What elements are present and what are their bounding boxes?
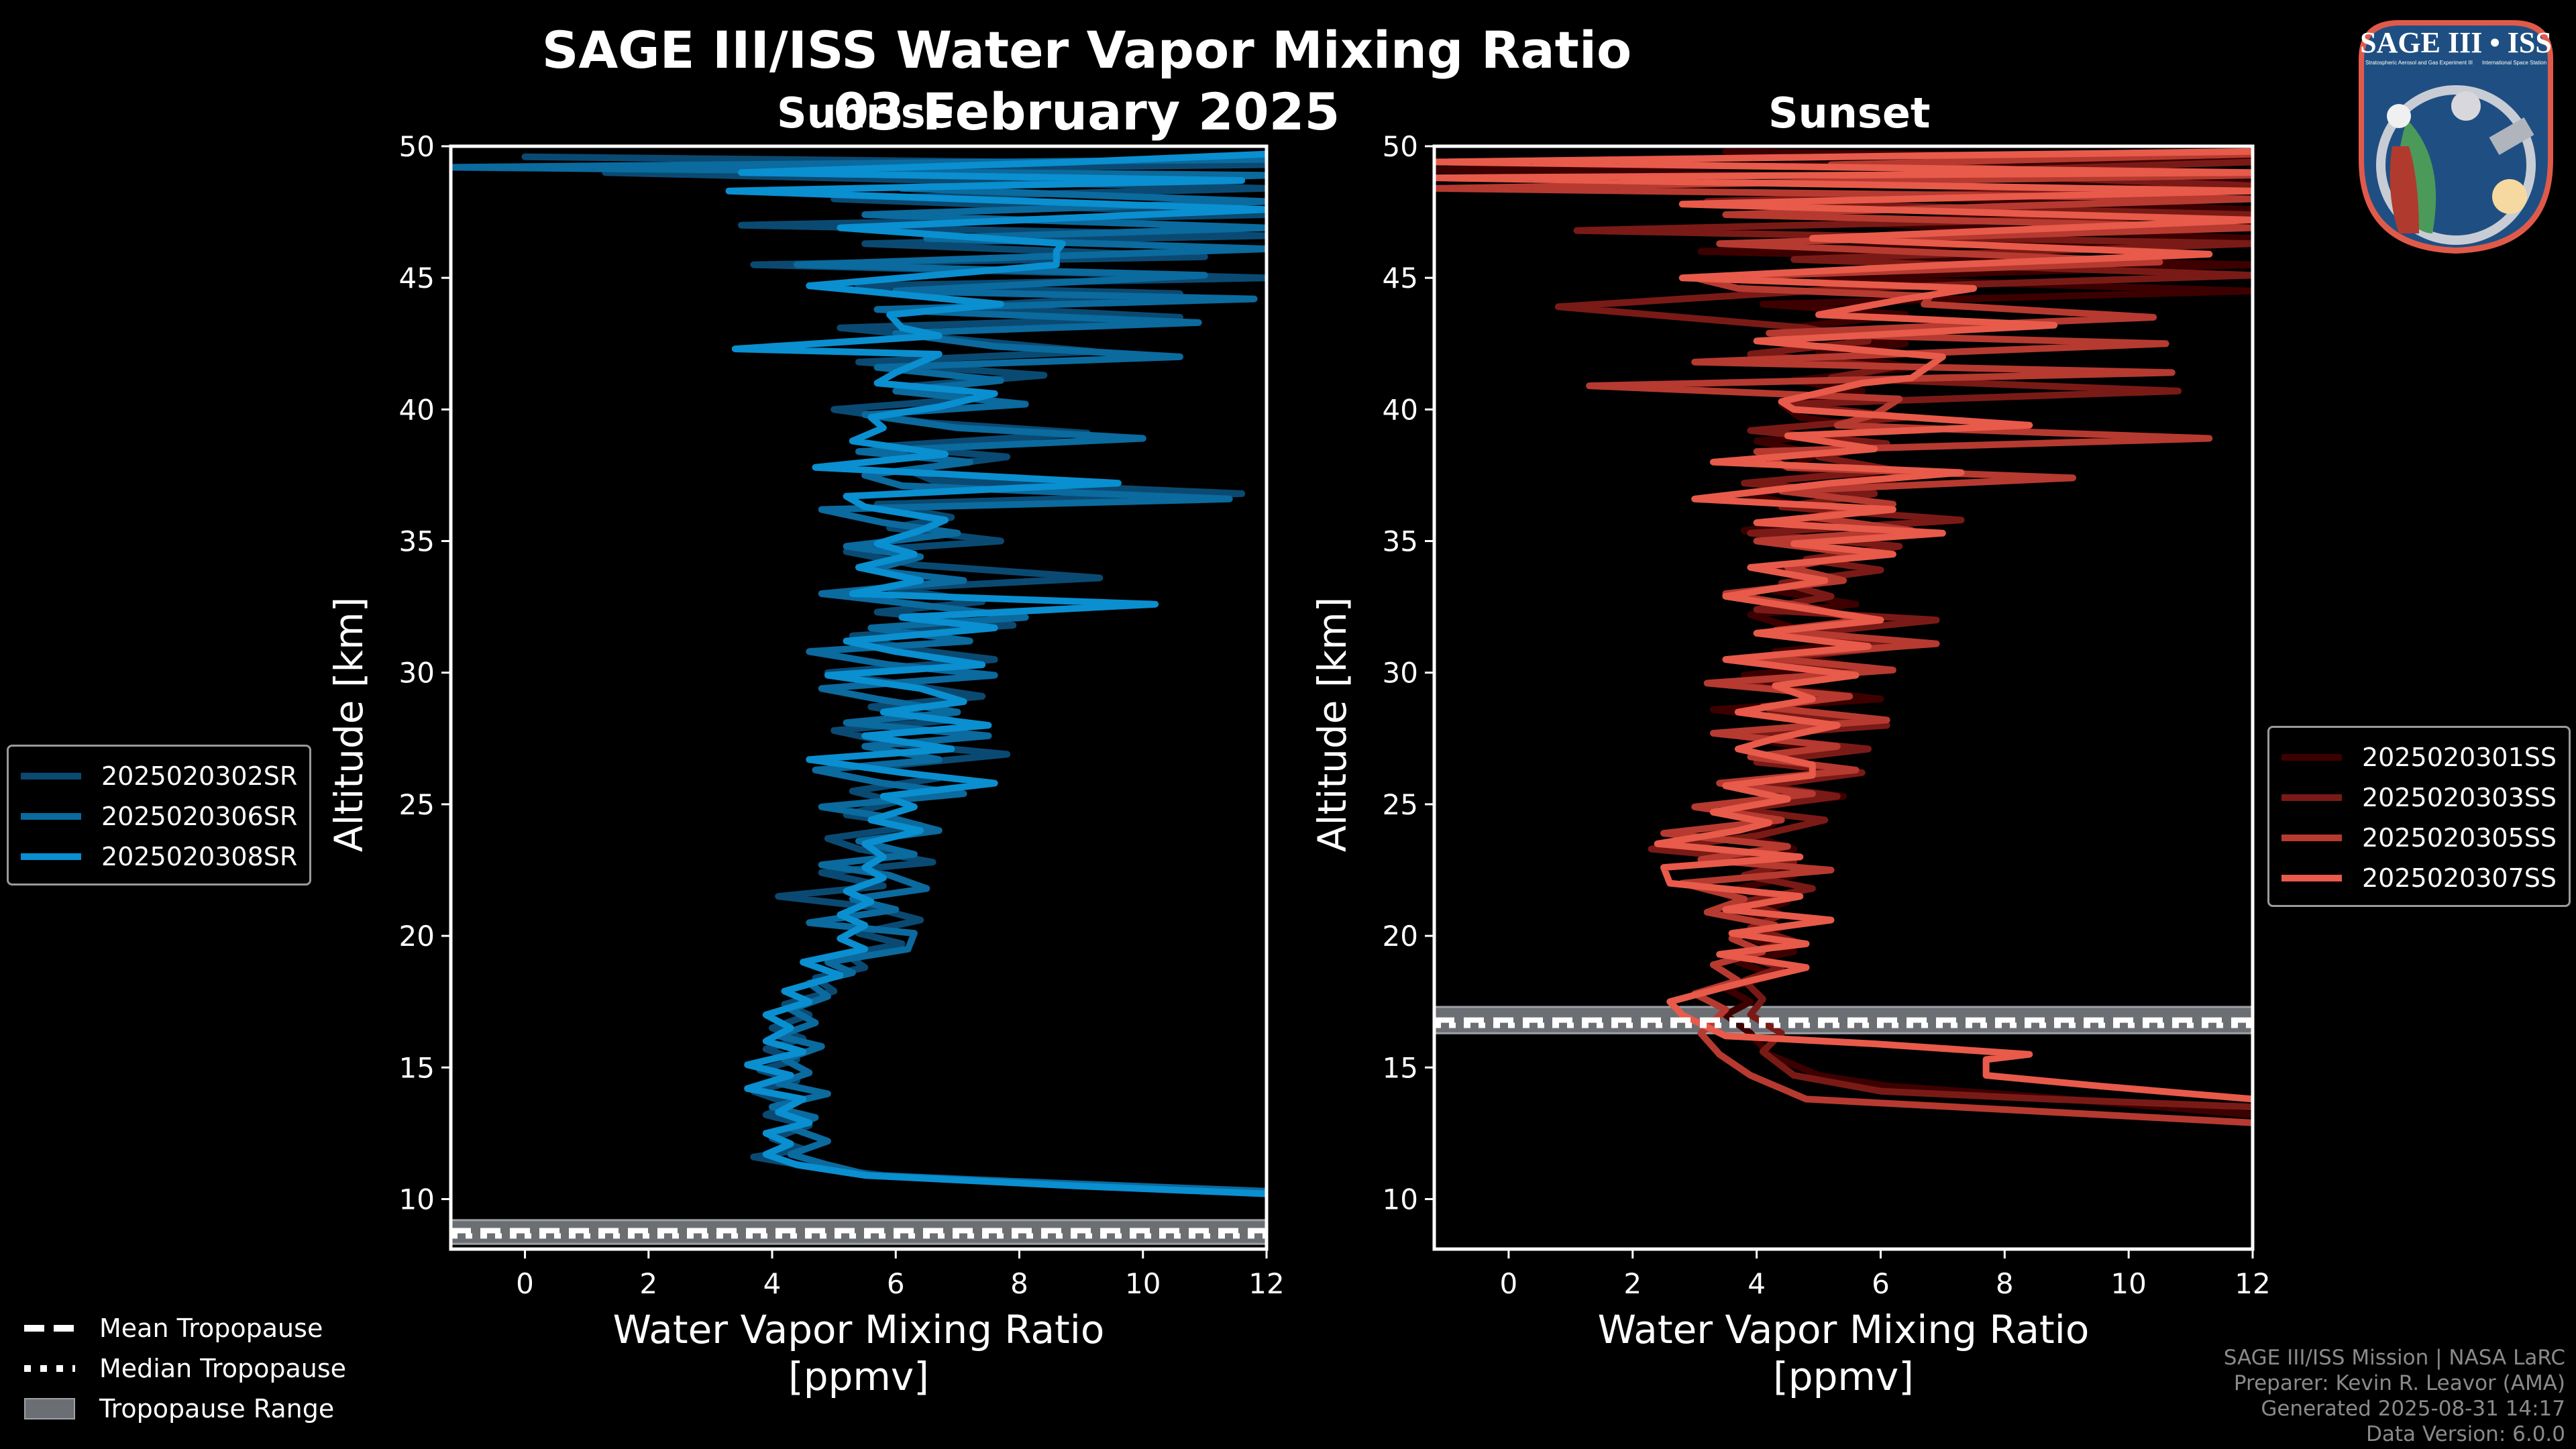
legend-label: 2025020301SS: [2362, 743, 2557, 772]
sunrise-panel-title: Sunrise: [777, 89, 954, 138]
y-tick-label: 30: [1383, 657, 1418, 690]
series-line-2025020306SR: [451, 156, 1267, 1195]
legend-line-swatch-icon: [2282, 875, 2342, 881]
x-tick-label: 2: [1623, 1267, 1642, 1300]
y-tick-label: 10: [399, 1183, 435, 1216]
y-tick-label: 20: [1383, 920, 1418, 953]
figure-title: SAGE III/ISS Water Vapor Mixing Ratio: [541, 20, 1632, 80]
legend-label: 2025020303SS: [2362, 783, 2557, 812]
x-axis-label: Water Vapor Mixing Ratio: [613, 1307, 1105, 1352]
dashed-line-icon: [24, 1324, 75, 1333]
legend-label: 2025020302SR: [101, 761, 298, 791]
x-axis-unit-label: [ppmv]: [1773, 1354, 1914, 1399]
legend-line-swatch-icon: [21, 853, 81, 860]
sage-iii-iss-mission-patch-icon: SAGE III • ISS Stratospheric Aerosol and…: [2359, 20, 2553, 254]
y-axis-label: Altitude [km]: [326, 597, 372, 852]
y-tick-label: 35: [1383, 525, 1418, 558]
footer-preparer: Preparer: Kevin R. Leavor (AMA): [2233, 1371, 2565, 1395]
x-axis-unit-label: [ppmv]: [788, 1354, 929, 1399]
y-tick-label: 40: [1383, 393, 1418, 426]
legend-label: Tropopause Range: [99, 1394, 335, 1424]
x-tick-label: 10: [1125, 1267, 1161, 1300]
y-tick-label: 45: [399, 262, 435, 294]
legend-item-2025020307SS: 2025020307SS: [2282, 858, 2557, 898]
footer-version: Data Version: 6.0.0: [2365, 1422, 2565, 1446]
x-tick-label: 2: [639, 1267, 657, 1300]
legend-mean-tropopause: Mean Tropopause: [24, 1308, 346, 1348]
legend-label: 2025020305SS: [2362, 823, 2557, 853]
legend-item-2025020301SS: 2025020301SS: [2282, 737, 2557, 777]
series-group: [1434, 148, 2253, 1126]
y-axis-label: Altitude [km]: [1309, 597, 1355, 852]
legend-item-2025020305SS: 2025020305SS: [2282, 818, 2557, 858]
y-tick-label: 10: [1383, 1183, 1418, 1216]
y-tick-label: 35: [399, 525, 435, 558]
y-tick-label: 20: [399, 920, 435, 953]
legend-item-2025020306SR: 2025020306SR: [21, 796, 297, 837]
series-line-2025020303SS: [1554, 158, 2253, 1111]
legend-line-swatch-icon: [2282, 794, 2342, 801]
legend-item-2025020308SR: 2025020308SR: [21, 837, 297, 877]
y-tick-label: 15: [399, 1051, 435, 1084]
legend-median-tropopause: Median Tropopause: [24, 1348, 346, 1389]
footer-generated: Generated 2025-08-31 14:17: [2261, 1397, 2565, 1421]
sunset-chart: 0 2 4 6 8 10 12 10 15 20 25 30 35 40 45 50 Water Vapor M…: [1309, 130, 2271, 1399]
y-tick-label: 45: [1383, 262, 1418, 294]
patch-title: SAGE III • ISS: [2360, 26, 2552, 59]
y-tick-label: 25: [399, 788, 435, 821]
legend-line-swatch-icon: [21, 813, 81, 820]
sunrise-chart: 0 2 4 6 8 10 12 10 15 20 25 30 35 40 45 50 Water Vapor M…: [326, 130, 1285, 1399]
legend-item-2025020302SR: 2025020302SR: [21, 756, 297, 796]
y-tick-label: 50: [399, 130, 435, 163]
series-line-2025020308SR: [725, 150, 1267, 1197]
sunset-panel-title: Sunset: [1768, 89, 1931, 138]
x-tick-label: 4: [1748, 1267, 1766, 1300]
sunset-legend: 2025020301SS 2025020303SS 2025020305SS 2025…: [2267, 726, 2571, 907]
y-tick-label: 50: [1383, 130, 1418, 163]
legend-tropopause-range: Tropopause Range: [24, 1389, 346, 1429]
y-tick-label: 30: [399, 657, 435, 690]
y-tick-label: 25: [1383, 788, 1418, 821]
x-tick-label: 8: [1996, 1267, 2014, 1300]
legend-label: 2025020308SR: [101, 842, 298, 871]
x-tick-label: 6: [1872, 1267, 1890, 1300]
credits-footer: SAGE III/ISS Mission | NASA LaRC Prepare…: [2224, 1345, 2565, 1447]
tropopause-legend: Mean Tropopause Median Tropopause Tropop…: [24, 1308, 346, 1429]
y-tick-label: 15: [1383, 1051, 1418, 1084]
patch-subtitle-left: Stratospheric Aerosol and Gas Experiment…: [2365, 60, 2473, 66]
figure-date: 03 February 2025: [833, 82, 1340, 142]
axes-frame: [449, 144, 1269, 1251]
x-tick-label: 0: [1500, 1267, 1518, 1300]
y-tick-label: 40: [399, 393, 435, 426]
legend-line-swatch-icon: [21, 773, 81, 780]
x-tick-label: 12: [1248, 1267, 1284, 1300]
legend-label: Median Tropopause: [99, 1354, 346, 1383]
x-tick-label: 4: [763, 1267, 782, 1300]
x-tick-label: 0: [516, 1267, 534, 1300]
legend-label: 2025020307SS: [2362, 863, 2557, 893]
x-tick-label: 8: [1010, 1267, 1028, 1300]
sunrise-legend: 2025020302SR 2025020306SR 2025020308SR: [7, 745, 312, 885]
x-axis-label: Water Vapor Mixing Ratio: [1598, 1307, 2090, 1352]
footer-mission: SAGE III/ISS Mission | NASA LaRC: [2223, 1346, 2565, 1370]
legend-line-swatch-icon: [2282, 835, 2342, 841]
series-group: [451, 150, 1267, 1197]
legend-line-swatch-icon: [2282, 754, 2342, 761]
dotted-line-icon: [24, 1364, 75, 1373]
legend-label: 2025020306SR: [101, 802, 298, 831]
legend-label: Mean Tropopause: [99, 1313, 323, 1343]
range-band-icon: [24, 1398, 75, 1419]
axes-frame: [1432, 144, 2255, 1251]
legend-item-2025020303SS: 2025020303SS: [2282, 777, 2557, 818]
series-line-2025020307SS: [1434, 148, 2253, 1103]
patch-subtitle-right: International Space Station: [2482, 60, 2546, 66]
x-tick-label: 6: [887, 1267, 905, 1300]
x-tick-label: 12: [2235, 1267, 2270, 1300]
x-tick-label: 10: [2110, 1267, 2146, 1300]
